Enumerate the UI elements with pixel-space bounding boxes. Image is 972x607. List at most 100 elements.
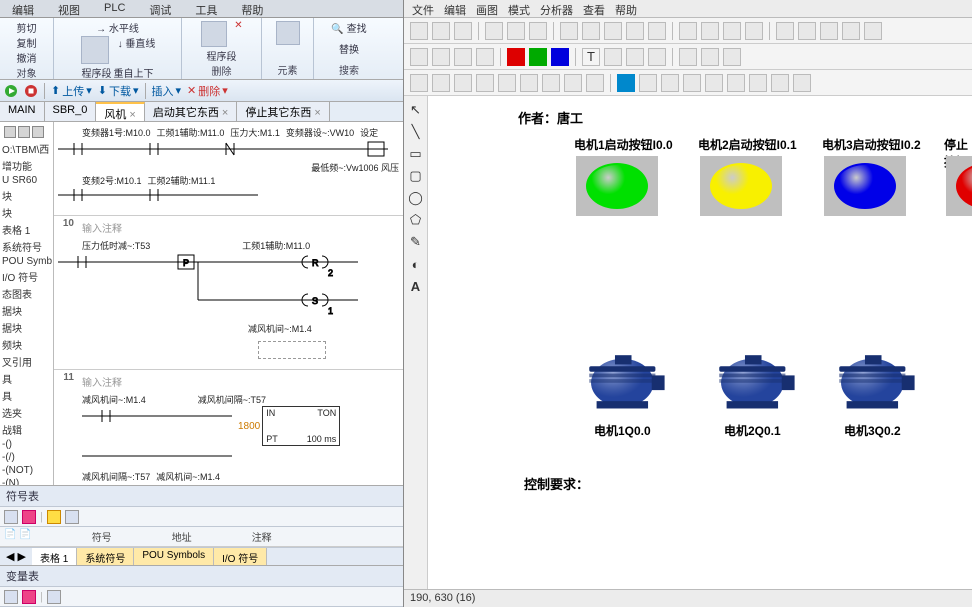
color-green-icon[interactable] [529, 48, 547, 66]
tree-node[interactable]: 增功能 [0, 157, 53, 174]
st-folder-icon[interactable] [47, 510, 61, 524]
menu-edit[interactable]: 编辑 [444, 2, 466, 15]
tb-icon[interactable] [820, 22, 838, 40]
tree-icon[interactable] [4, 126, 16, 138]
placeholder-box[interactable] [258, 341, 326, 359]
tree-node[interactable]: 块 [0, 187, 53, 204]
rung-comment[interactable]: 输入注释 [82, 220, 399, 235]
tree-node[interactable]: 频块 [0, 336, 53, 353]
valve-icon[interactable] [639, 74, 657, 92]
tree-icon[interactable] [32, 126, 44, 138]
component-icon[interactable] [432, 74, 450, 92]
tool-icon[interactable] [648, 48, 666, 66]
tree-node[interactable]: 具 [0, 387, 53, 404]
replace-button[interactable]: 替换 [339, 41, 359, 56]
lamp-blue-icon[interactable] [617, 74, 635, 92]
tab-sbr0[interactable]: SBR_0 [45, 102, 97, 121]
indicator-lamp[interactable] [700, 156, 782, 216]
fill-tool-icon[interactable]: ◐ [408, 256, 424, 272]
tool-icon[interactable] [454, 48, 472, 66]
component-icon[interactable] [498, 74, 516, 92]
tree-node[interactable]: -() [0, 438, 53, 451]
rung-11[interactable]: 11 输入注释 减风机间~:M1.4 减风机间隔~:T57 1800 INTON [54, 370, 403, 485]
component-icon[interactable] [520, 74, 538, 92]
ellipse-tool-icon[interactable]: ◯ [408, 190, 424, 206]
stop-button[interactable] [24, 84, 38, 98]
tb-icon[interactable] [842, 22, 860, 40]
tb-icon[interactable] [798, 22, 816, 40]
symtab-io[interactable]: I/O 符号 [214, 548, 267, 565]
menu-help[interactable]: 帮助 [229, 0, 275, 17]
motor-graphic[interactable] [830, 346, 922, 414]
element-button[interactable] [276, 21, 300, 45]
tb-icon[interactable] [745, 22, 763, 40]
rung-10[interactable]: 10 输入注释 压力低时减~:T53 工频1辅助:M11.0 P R [54, 216, 403, 370]
tree-node[interactable]: -(NOT) [0, 464, 53, 477]
pointer-tool-icon[interactable]: ↖ [408, 102, 424, 118]
tree-node[interactable]: 选夹 [0, 404, 53, 421]
indicator-lamp[interactable] [576, 156, 658, 216]
tree-node[interactable]: 战辑 [0, 421, 53, 438]
vt-icon[interactable] [4, 590, 18, 604]
copy-icon[interactable] [507, 22, 525, 40]
rung-9[interactable]: 变频器1号:M10.0 工频1辅助:M11.0 压力大:M1.1 变频器设~:V… [54, 122, 403, 216]
motor-graphic[interactable] [580, 346, 672, 414]
component-icon[interactable] [454, 74, 472, 92]
cut-button[interactable]: 剪切 [17, 20, 37, 35]
tree-icon[interactable] [18, 126, 30, 138]
tree-node[interactable]: 块 [0, 204, 53, 221]
menu-debug[interactable]: 调试 [137, 0, 183, 17]
menu-tools[interactable]: 工具 [183, 0, 229, 17]
menu-analyzer[interactable]: 分析器 [540, 2, 573, 15]
vt-del-icon[interactable] [22, 590, 36, 604]
save-icon[interactable] [454, 22, 472, 40]
paste-icon[interactable] [529, 22, 547, 40]
tool-icon[interactable] [432, 48, 450, 66]
rect-tool-icon[interactable]: ▭ [408, 146, 424, 162]
tool-icon[interactable] [679, 48, 697, 66]
project-tree[interactable]: O:\TBM\西增功能U SR60块块表格 1系统符号POU SymbI/O 符… [0, 122, 54, 485]
tab-main[interactable]: MAIN [0, 102, 45, 121]
delete-obj-icon[interactable] [201, 21, 227, 47]
object-button[interactable]: 对象 [17, 65, 37, 80]
ladder-editor[interactable]: 变频器1号:M10.0 工频1辅助:M11.0 压力大:M1.1 变频器设~:V… [54, 122, 403, 485]
component-icon[interactable] [683, 74, 701, 92]
symtab-table1[interactable]: 表格 1 [32, 548, 77, 565]
tb-icon[interactable] [776, 22, 794, 40]
tree-node[interactable]: -(N) [0, 477, 53, 485]
menu-draw[interactable]: 画图 [476, 2, 498, 15]
component-icon[interactable] [727, 74, 745, 92]
component-icon[interactable] [771, 74, 789, 92]
component-icon[interactable] [661, 74, 679, 92]
open-icon[interactable] [432, 22, 450, 40]
menu-view[interactable]: 查看 [583, 2, 605, 15]
ton-block[interactable]: INTON PT100 ms [262, 406, 340, 446]
run-button[interactable] [4, 84, 18, 98]
st-new-icon[interactable] [4, 510, 18, 524]
tree-node[interactable]: U SR60 [0, 174, 53, 187]
component-icon[interactable] [749, 74, 767, 92]
tree-node[interactable]: 表格 1 [0, 221, 53, 238]
tree-node[interactable]: 系统符号 [0, 238, 53, 255]
component-icon[interactable] [542, 74, 560, 92]
tree-node[interactable]: 具 [0, 370, 53, 387]
tool-icon[interactable] [723, 48, 741, 66]
upload-button[interactable]: ⬆ 上传 ▾ [51, 83, 92, 99]
vt-icon[interactable] [47, 590, 61, 604]
tool-icon[interactable] [701, 48, 719, 66]
st-del-icon[interactable] [22, 510, 36, 524]
tree-node[interactable]: POU Symb [0, 255, 53, 268]
tool-icon[interactable] [410, 48, 428, 66]
copy-button[interactable]: 复制 [17, 35, 37, 50]
tree-node[interactable]: 据块 [0, 319, 53, 336]
tree-node[interactable]: 据块 [0, 302, 53, 319]
design-canvas[interactable]: 作者：唐工 电机1启动按钮I0.0电机2启动按钮I0.1电机3启动按钮I0.2停… [428, 96, 972, 589]
cut-icon[interactable] [485, 22, 503, 40]
component-icon[interactable] [476, 74, 494, 92]
vline-button[interactable]: 垂直线 [125, 39, 155, 50]
text-tool-tray-icon[interactable]: A [408, 278, 424, 294]
roundrect-tool-icon[interactable]: ▢ [408, 168, 424, 184]
menu-view[interactable]: 视图 [46, 0, 92, 17]
object-icon[interactable] [81, 36, 109, 64]
layout-icon[interactable] [604, 22, 622, 40]
